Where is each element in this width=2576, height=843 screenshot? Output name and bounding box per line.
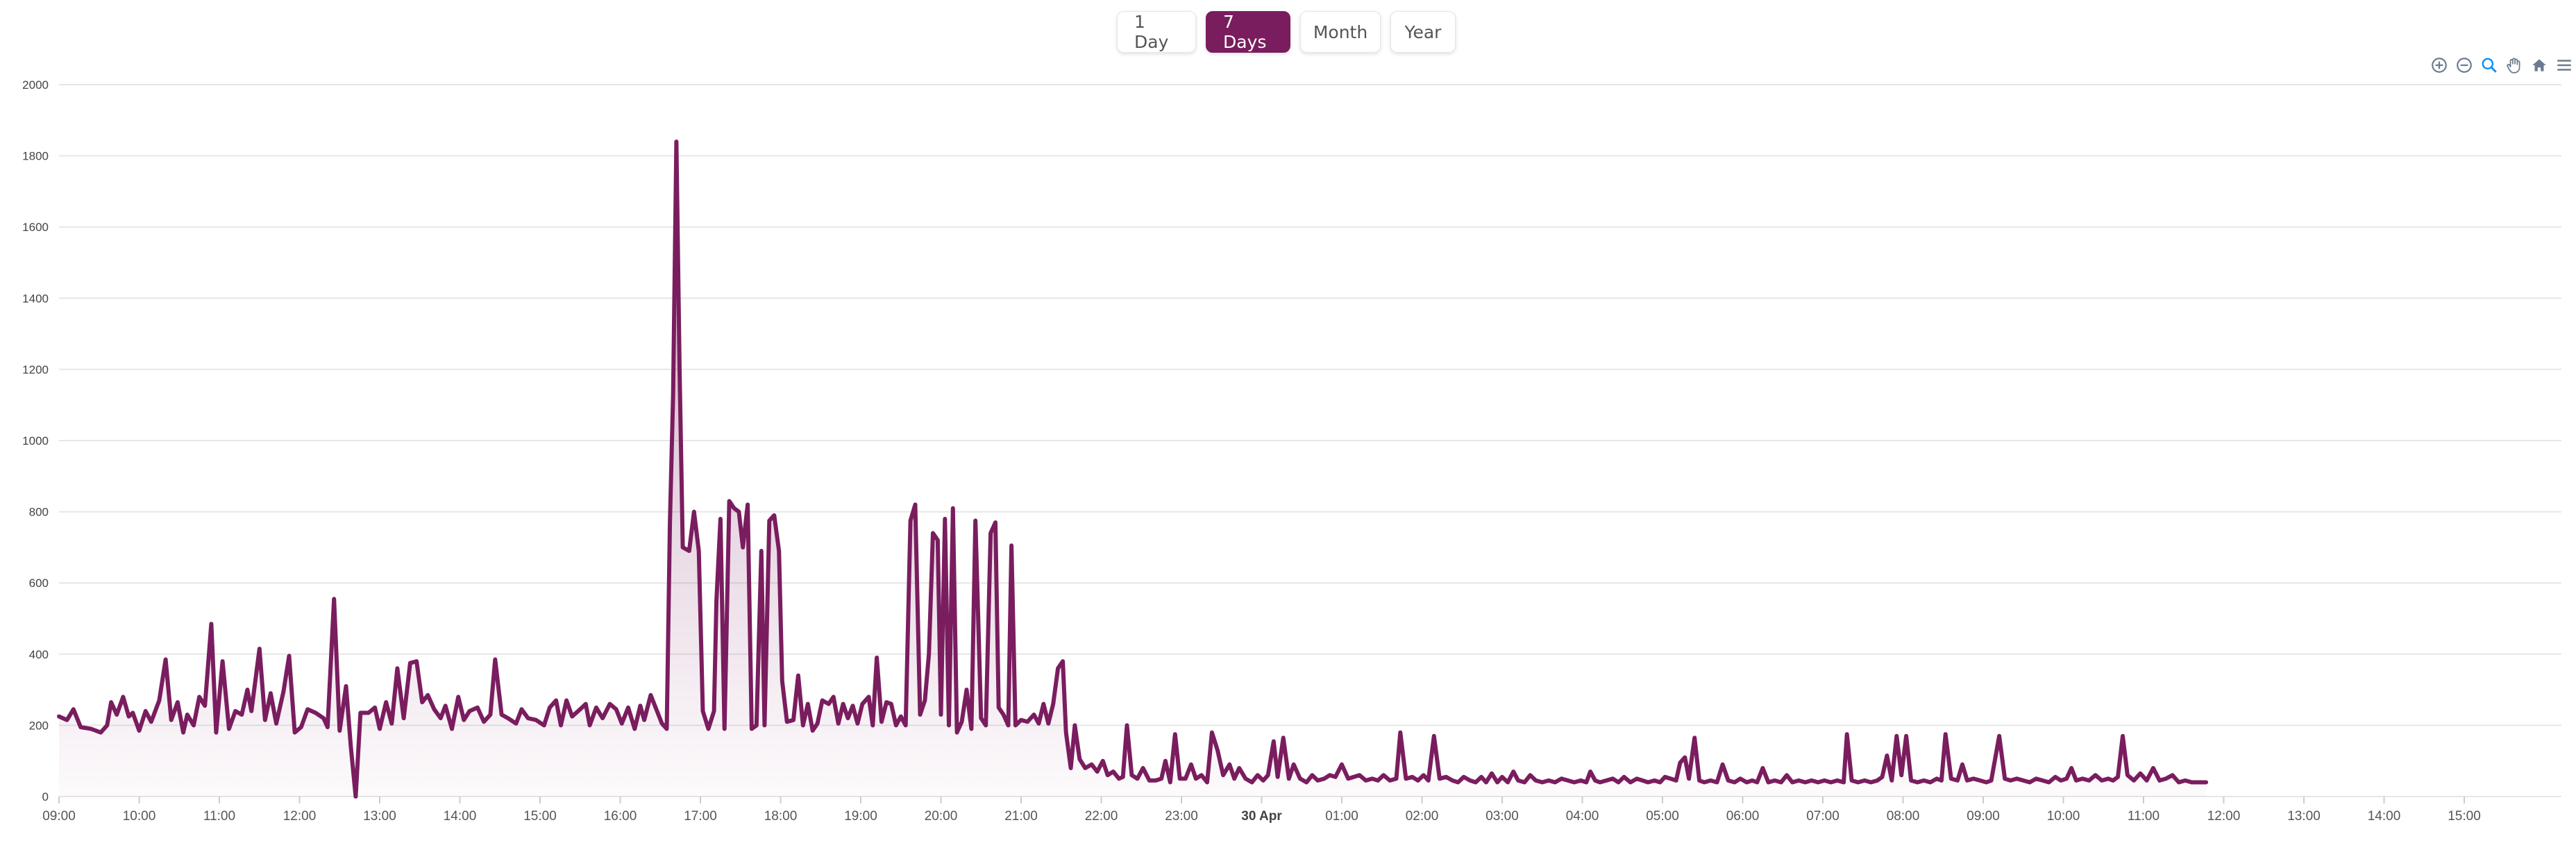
x-tick-label: 19:00 [844,809,877,824]
x-tick-label: 23:00 [1165,809,1198,824]
pan-hand-icon[interactable] [2505,56,2524,75]
range-button-month[interactable]: Month [1300,11,1381,53]
x-tick-label: 12:00 [2207,809,2241,824]
grid-lines [59,84,2561,797]
x-tick-label: 07:00 [1806,809,1840,824]
x-tick-label: 20:00 [925,809,958,824]
x-tick-label: 15:00 [2448,809,2481,824]
series-line [57,139,2209,799]
y-tick-label: 1800 [22,150,49,163]
range-button-year[interactable]: Year [1390,11,1456,53]
y-tick-label: 200 [29,719,49,732]
chart-toolbar [2430,56,2574,75]
x-tick-label: 09:00 [42,809,76,824]
x-tick-label: 30 Apr [1241,809,1282,824]
x-tick-label: 18:00 [764,809,798,824]
x-tick-label: 03:00 [1485,809,1519,824]
y-tick-label: 1600 [22,221,49,234]
x-tick-label: 09:00 [1967,809,2000,824]
x-tick-label: 10:00 [123,809,156,824]
x-tick-label: 02:00 [1406,809,1439,824]
x-tick-label: 01:00 [1325,809,1358,824]
menu-icon[interactable] [2554,56,2574,75]
x-tick-label: 22:00 [1085,809,1118,824]
y-tick-label: 2000 [22,78,49,92]
x-tick-label: 13:00 [2287,809,2321,824]
x-tick-label: 15:00 [523,809,557,824]
x-tick-label: 11:00 [2128,809,2160,824]
y-tick-label: 1400 [22,292,49,305]
range-selector: 1 Day 7 Days Month Year [1117,11,1456,53]
x-tick-label: 10:00 [2047,809,2080,824]
range-button-1-day[interactable]: 1 Day [1117,11,1196,53]
x-tick-label: 21:00 [1004,809,1038,824]
y-tick-label: 1200 [22,363,49,376]
x-tick-label: 13:00 [363,809,396,824]
x-tick-label: 08:00 [1887,809,1920,824]
x-tick-label: 04:00 [1566,809,1599,824]
x-tick-label: 11:00 [203,809,235,824]
x-tick-label: 14:00 [2368,809,2401,824]
zoom-in-icon[interactable] [2430,56,2449,75]
x-tick-label: 16:00 [604,809,637,824]
x-axis: 09:00 10:00 11:00 12:00 13:00 14:00 15:00 16:00… [42,797,2481,824]
magnifier-icon[interactable] [2480,56,2499,75]
y-tick-label: 1000 [22,434,49,448]
y-tick-label: 600 [29,577,49,590]
y-tick-label: 800 [29,506,49,519]
y-tick-label: 400 [29,648,49,661]
x-tick-label: 17:00 [684,809,717,824]
y-tick-label: 0 [42,790,49,803]
x-tick-label: 14:00 [444,809,477,824]
x-tick-label: 12:00 [283,809,317,824]
range-button-7-days[interactable]: 7 Days [1206,11,1290,53]
x-tick-label: 05:00 [1646,809,1679,824]
x-tick-label: 06:00 [1726,809,1760,824]
series-area [59,142,2207,797]
zoom-out-icon[interactable] [2455,56,2474,75]
home-reset-icon[interactable] [2529,56,2549,75]
y-axis: 0 200 400 600 800 1000 1200 1400 1600 1800 2000 [22,78,49,803]
